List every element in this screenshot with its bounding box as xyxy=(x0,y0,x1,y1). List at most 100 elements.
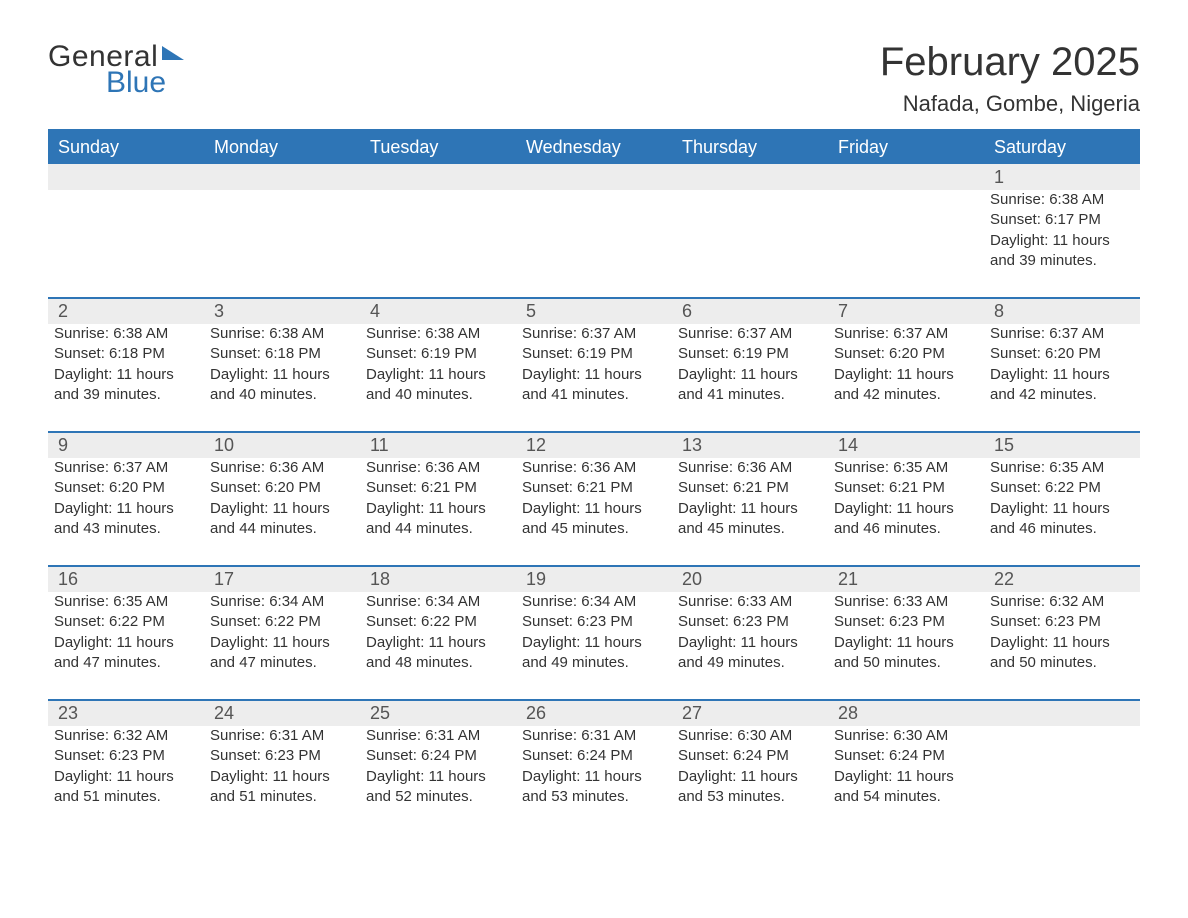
location-subtitle: Nafada, Gombe, Nigeria xyxy=(880,91,1140,117)
day-cell: Sunrise: 6:36 AMSunset: 6:21 PMDaylight:… xyxy=(672,458,828,566)
sunset-text: Sunset: 6:19 PM xyxy=(366,344,510,364)
daylight-text: Daylight: 11 hours and 53 minutes. xyxy=(522,767,666,808)
day-number: 14 xyxy=(828,432,984,458)
sunrise-text: Sunrise: 6:38 AM xyxy=(54,324,198,344)
day-number xyxy=(672,164,828,190)
day-cell: Sunrise: 6:37 AMSunset: 6:20 PMDaylight:… xyxy=(48,458,204,566)
sunrise-text: Sunrise: 6:36 AM xyxy=(678,458,822,478)
day-number: 27 xyxy=(672,700,828,726)
weekday-friday: Friday xyxy=(828,130,984,164)
sunrise-text: Sunrise: 6:37 AM xyxy=(990,324,1134,344)
day-cell xyxy=(48,190,204,298)
sunrise-text: Sunrise: 6:34 AM xyxy=(366,592,510,612)
day-cell xyxy=(204,190,360,298)
sunset-text: Sunset: 6:22 PM xyxy=(54,612,198,632)
sunset-text: Sunset: 6:20 PM xyxy=(990,344,1134,364)
sunrise-text: Sunrise: 6:35 AM xyxy=(834,458,978,478)
day-cell: Sunrise: 6:30 AMSunset: 6:24 PMDaylight:… xyxy=(672,726,828,833)
day-number: 24 xyxy=(204,700,360,726)
month-title: February 2025 xyxy=(880,40,1140,85)
week-content-row: Sunrise: 6:38 AMSunset: 6:17 PMDaylight:… xyxy=(48,190,1140,298)
sunset-text: Sunset: 6:22 PM xyxy=(210,612,354,632)
daylight-text: Daylight: 11 hours and 52 minutes. xyxy=(366,767,510,808)
daylight-text: Daylight: 11 hours and 44 minutes. xyxy=(366,499,510,540)
daylight-text: Daylight: 11 hours and 54 minutes. xyxy=(834,767,978,808)
sunrise-text: Sunrise: 6:31 AM xyxy=(366,726,510,746)
week-daynum-row: 16171819202122 xyxy=(48,566,1140,592)
sunrise-text: Sunrise: 6:37 AM xyxy=(834,324,978,344)
sunset-text: Sunset: 6:19 PM xyxy=(678,344,822,364)
day-number: 11 xyxy=(360,432,516,458)
day-cell xyxy=(672,190,828,298)
day-number: 16 xyxy=(48,566,204,592)
day-cell: Sunrise: 6:34 AMSunset: 6:23 PMDaylight:… xyxy=(516,592,672,700)
daylight-text: Daylight: 11 hours and 48 minutes. xyxy=(366,633,510,674)
sunrise-text: Sunrise: 6:38 AM xyxy=(210,324,354,344)
day-cell: Sunrise: 6:36 AMSunset: 6:21 PMDaylight:… xyxy=(516,458,672,566)
sunrise-text: Sunrise: 6:33 AM xyxy=(678,592,822,612)
weekday-header-row: Sunday Monday Tuesday Wednesday Thursday… xyxy=(48,130,1140,164)
day-number xyxy=(204,164,360,190)
sunset-text: Sunset: 6:23 PM xyxy=(54,746,198,766)
sunset-text: Sunset: 6:20 PM xyxy=(834,344,978,364)
daylight-text: Daylight: 11 hours and 39 minutes. xyxy=(54,365,198,406)
sunrise-text: Sunrise: 6:34 AM xyxy=(522,592,666,612)
day-cell: Sunrise: 6:31 AMSunset: 6:23 PMDaylight:… xyxy=(204,726,360,833)
sunrise-text: Sunrise: 6:32 AM xyxy=(990,592,1134,612)
day-number: 6 xyxy=(672,298,828,324)
day-cell: Sunrise: 6:37 AMSunset: 6:19 PMDaylight:… xyxy=(516,324,672,432)
sunset-text: Sunset: 6:24 PM xyxy=(834,746,978,766)
day-number: 28 xyxy=(828,700,984,726)
week-daynum-row: 1 xyxy=(48,164,1140,190)
weekday-saturday: Saturday xyxy=(984,130,1140,164)
title-block: February 2025 Nafada, Gombe, Nigeria xyxy=(880,40,1140,117)
daylight-text: Daylight: 11 hours and 50 minutes. xyxy=(990,633,1134,674)
day-number: 23 xyxy=(48,700,204,726)
sunset-text: Sunset: 6:24 PM xyxy=(678,746,822,766)
daylight-text: Daylight: 11 hours and 49 minutes. xyxy=(522,633,666,674)
sunset-text: Sunset: 6:18 PM xyxy=(54,344,198,364)
day-cell: Sunrise: 6:38 AMSunset: 6:17 PMDaylight:… xyxy=(984,190,1140,298)
day-number: 5 xyxy=(516,298,672,324)
sunset-text: Sunset: 6:21 PM xyxy=(522,478,666,498)
sunset-text: Sunset: 6:22 PM xyxy=(990,478,1134,498)
day-cell: Sunrise: 6:36 AMSunset: 6:21 PMDaylight:… xyxy=(360,458,516,566)
day-cell: Sunrise: 6:38 AMSunset: 6:18 PMDaylight:… xyxy=(48,324,204,432)
week-daynum-row: 232425262728 xyxy=(48,700,1140,726)
daylight-text: Daylight: 11 hours and 50 minutes. xyxy=(834,633,978,674)
day-cell: Sunrise: 6:32 AMSunset: 6:23 PMDaylight:… xyxy=(984,592,1140,700)
day-number xyxy=(984,700,1140,726)
sunrise-text: Sunrise: 6:38 AM xyxy=(990,190,1134,210)
daylight-text: Daylight: 11 hours and 51 minutes. xyxy=(210,767,354,808)
weekday-monday: Monday xyxy=(204,130,360,164)
day-number: 25 xyxy=(360,700,516,726)
sunset-text: Sunset: 6:18 PM xyxy=(210,344,354,364)
sunset-text: Sunset: 6:17 PM xyxy=(990,210,1134,230)
daylight-text: Daylight: 11 hours and 46 minutes. xyxy=(990,499,1134,540)
day-cell: Sunrise: 6:33 AMSunset: 6:23 PMDaylight:… xyxy=(828,592,984,700)
sunrise-text: Sunrise: 6:31 AM xyxy=(522,726,666,746)
day-number: 7 xyxy=(828,298,984,324)
sunset-text: Sunset: 6:24 PM xyxy=(366,746,510,766)
day-number: 10 xyxy=(204,432,360,458)
day-number xyxy=(360,164,516,190)
daylight-text: Daylight: 11 hours and 45 minutes. xyxy=(522,499,666,540)
weekday-sunday: Sunday xyxy=(48,130,204,164)
daylight-text: Daylight: 11 hours and 44 minutes. xyxy=(210,499,354,540)
daylight-text: Daylight: 11 hours and 41 minutes. xyxy=(522,365,666,406)
day-cell: Sunrise: 6:35 AMSunset: 6:22 PMDaylight:… xyxy=(984,458,1140,566)
sunrise-text: Sunrise: 6:36 AM xyxy=(522,458,666,478)
day-number: 19 xyxy=(516,566,672,592)
header: General Blue February 2025 Nafada, Gombe… xyxy=(48,40,1140,117)
week-content-row: Sunrise: 6:32 AMSunset: 6:23 PM Daylight:… xyxy=(48,726,1140,833)
sunrise-text: Sunrise: 6:35 AM xyxy=(54,592,198,612)
day-number xyxy=(48,164,204,190)
sunset-text: Sunset: 6:20 PM xyxy=(54,478,198,498)
week-content-row: Sunrise: 6:37 AMSunset: 6:20 PMDaylight:… xyxy=(48,458,1140,566)
logo: General Blue xyxy=(48,40,184,100)
day-cell: Sunrise: 6:38 AMSunset: 6:19 PMDaylight:… xyxy=(360,324,516,432)
day-cell: Sunrise: 6:37 AMSunset: 6:20 PMDaylight:… xyxy=(984,324,1140,432)
sunrise-text: Sunrise: 6:32 AM xyxy=(54,726,198,746)
sunset-text: Sunset: 6:21 PM xyxy=(678,478,822,498)
day-number xyxy=(828,164,984,190)
